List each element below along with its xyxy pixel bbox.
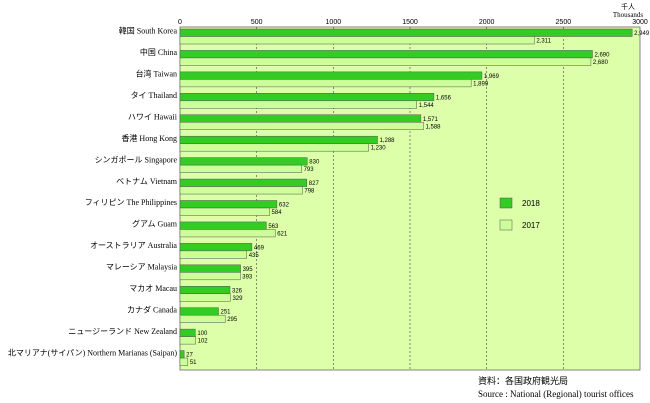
legend-label-2017: 2017 [522,221,540,230]
data-label-2018: 830 [309,160,320,166]
bar-2017 [179,79,472,88]
bar-2017 [179,57,592,66]
data-label-2018: 395 [243,267,254,273]
data-label-2018: 1,656 [436,95,452,101]
x-tick-label: 2500 [556,19,572,26]
category-label: 中国 China [140,47,178,57]
bar-2017 [179,229,276,238]
category-label: 韓国 South Korea [119,26,178,36]
x-tick-label: 0 [178,19,182,26]
data-label-2018: 469 [254,245,265,251]
bar-2018 [179,28,633,37]
data-label-2018: 2,690 [594,52,610,58]
bar-2017 [179,164,302,173]
category-label: ハワイ Hawaii [128,112,178,121]
data-label-2018: 1,288 [379,138,395,144]
bar-2017 [179,122,424,130]
data-label-2018: 100 [197,331,208,337]
bar-2018 [179,93,435,102]
bar-2017 [179,293,231,302]
source-label-en: Source : National (Regional) tourist off… [478,389,634,399]
category-label: グアム Guam [132,219,178,229]
bar-2018 [179,157,308,166]
bar-2017 [179,250,247,259]
data-label-2018: 563 [268,224,279,230]
bar-2018 [179,221,267,230]
bar-2017 [179,186,303,195]
data-label-2017: 51 [190,360,197,366]
data-label-2017: 435 [249,253,260,259]
bar-2018 [179,264,241,273]
source-label-ja: 資料：各国政府観光局 [478,375,568,386]
category-label: シンガポール Singapore [95,154,178,164]
category-label: フィリピン The Philippines [85,198,177,207]
category-label: カナダ Canada [127,304,177,314]
bar-2018 [179,328,196,337]
bar-2017 [179,272,241,281]
data-label-2017: 2,311 [536,39,551,45]
bar-2018 [179,286,231,294]
category-label: 台湾 Taiwan [136,69,177,79]
category-label: オーストラリア Australia [90,241,177,250]
unit-label-en: Thousands [613,11,644,19]
bar-2017 [179,36,535,45]
bar-2017 [179,357,189,366]
bar-2018 [179,243,253,252]
bar-2018 [179,178,308,187]
data-label-2018: 1,969 [484,74,500,80]
legend: 2018 2017 [499,197,540,231]
bar-2018 [179,50,593,59]
data-label-2017: 584 [272,210,283,216]
data-label-2017: 798 [304,189,315,195]
category-label: マカオ Macau [129,284,177,293]
bar-2017 [179,143,369,152]
bar-2017 [179,314,226,323]
bar-2017 [179,336,196,345]
data-label-2017: 1,899 [473,81,489,87]
data-label-2017: 621 [277,231,288,237]
bar-2018 [179,71,483,80]
data-label-2017: 102 [198,339,209,345]
x-tick-label: 500 [251,19,263,26]
bar-2018 [179,350,185,359]
category-label: ベトナム Vietnam [116,177,178,186]
bar-2017 [179,100,417,109]
category-label: マレーシア Malaysia [106,263,178,272]
category-label: タイ Thailand [131,91,177,100]
category-label: 香港 Hong Kong [121,133,177,143]
x-tick-label: 3000 [632,19,648,26]
data-label-2017: 1,544 [419,103,435,109]
data-label-2017: 329 [232,296,243,302]
data-label-2018: 27 [186,353,193,359]
bar-2018 [179,135,378,144]
data-label-2018: 326 [232,288,243,294]
data-label-2018: 2,949 [634,31,650,37]
category-label: 北マリアナ(サイパン) Northern Marianas (Saipan) [8,348,177,357]
bar-2018 [179,200,278,209]
data-label-2017: 295 [227,317,238,323]
data-label-2017: 2,680 [593,60,609,66]
data-label-2018: 251 [220,310,231,316]
data-label-2018: 827 [309,181,320,187]
data-label-2017: 793 [304,167,315,173]
x-tick-label: 1000 [326,19,342,26]
data-label-2018: 632 [279,203,290,209]
data-label-2017: 1,230 [371,146,387,152]
legend-swatch-2018 [499,197,513,209]
legend-swatch-2017 [499,219,513,231]
bar-2017 [179,207,270,216]
x-tick-label: 1500 [402,19,418,26]
x-tick-label: 2000 [479,19,495,26]
category-label: ニュージーランド New Zealand [68,327,177,336]
data-label-2017: 1,588 [425,124,441,130]
legend-label-2018: 2018 [522,199,540,208]
data-label-2018: 1,571 [423,117,439,123]
bar-2018 [179,114,422,123]
data-label-2017: 393 [242,274,253,280]
unit-label-ja: 千人 [621,2,635,11]
bar-2018 [179,307,219,316]
